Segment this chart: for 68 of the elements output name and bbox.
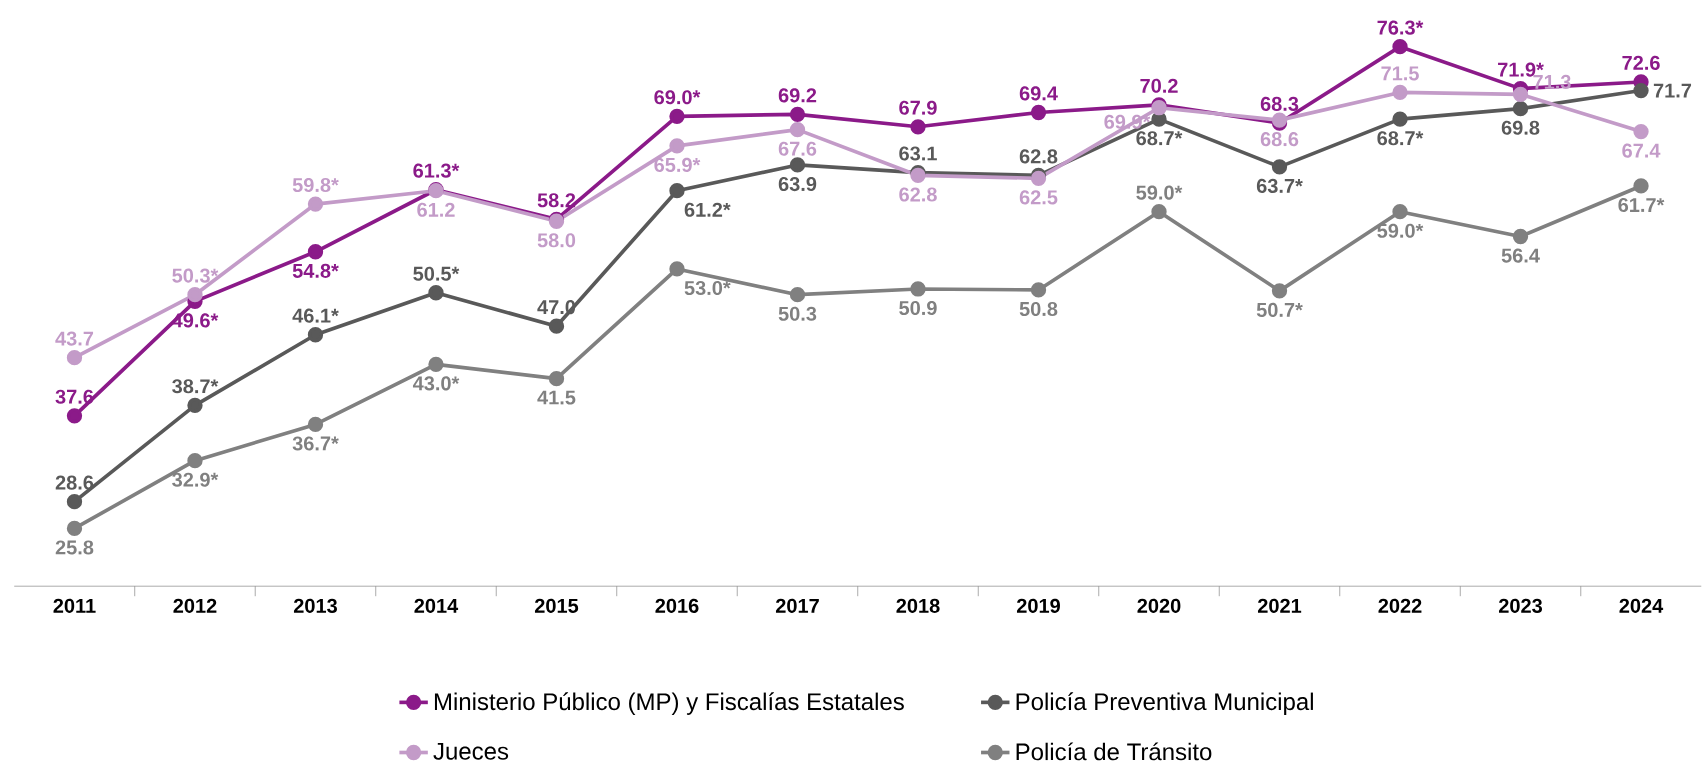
x-tick-label: 2020 [1137, 598, 1181, 613]
data-label: 53.0* [684, 280, 731, 296]
data-label: 68.3 [1260, 96, 1299, 111]
legend-label: Jueces [433, 743, 509, 760]
data-label: 68.7* [1136, 131, 1183, 146]
data-label: 61.3* [413, 163, 460, 178]
data-label: 63.9 [778, 176, 817, 192]
data-label: 50.3* [172, 268, 219, 283]
data-label: 50.8 [1019, 301, 1058, 317]
x-tick-label: 2011 [53, 598, 96, 613]
data-label: 61.2* [684, 202, 731, 217]
legend-label: Ministerio Público (MP) y Fiscalías Estatales [434, 692, 904, 715]
data-label: 58.2 [537, 193, 576, 208]
data-label: 63.7* [1256, 178, 1303, 194]
data-label: 63.1 [899, 146, 937, 161]
legend-label: Policía Preventiva Municipal [1016, 692, 1313, 715]
x-tick-label: 2017 [775, 598, 819, 613]
data-label: 36.7* [292, 436, 339, 451]
data-label: 43.7 [55, 331, 94, 346]
data-label: 71.7 [1653, 83, 1692, 98]
data-label: 69.8 [1501, 120, 1540, 135]
data-label: 41.5 [537, 390, 576, 405]
data-label: 32.9* [172, 472, 219, 487]
data-label: 69.0* [654, 90, 701, 105]
data-label: 61.7* [1618, 197, 1665, 213]
data-label: 58.0 [537, 233, 576, 248]
legend-label: Policía de Tránsito [1016, 742, 1212, 761]
data-label: 59.0* [1377, 223, 1424, 238]
x-tick-label: 2021 [1257, 598, 1302, 613]
data-label: 71.5 [1381, 66, 1419, 81]
data-label: 50.9 [899, 300, 937, 316]
x-tick-label: 2019 [1016, 598, 1060, 613]
data-label: 50.7* [1256, 302, 1303, 317]
x-tick-label: 2015 [534, 598, 579, 613]
x-tick-label: 2014 [414, 598, 459, 613]
x-tick-label: 2012 [173, 598, 217, 613]
data-label: 54.8* [292, 263, 339, 278]
x-tick-label: 2022 [1378, 598, 1422, 613]
data-label: 70.2 [1140, 78, 1178, 93]
data-label: 76.3* [1377, 20, 1424, 35]
data-label: 67.9 [899, 100, 937, 115]
data-label: 68.7* [1377, 131, 1424, 146]
data-label: 25.8 [55, 540, 94, 555]
data-label: 69.4 [1019, 86, 1058, 101]
x-tick-label: 2023 [1498, 598, 1543, 613]
data-label: 69.2 [778, 88, 817, 103]
data-label: 43.0* [412, 376, 460, 391]
x-tick-label: 2016 [655, 598, 699, 613]
data-label: 28.6 [55, 475, 94, 490]
data-label: 59.0* [1136, 185, 1183, 200]
data-label: 62.5 [1019, 190, 1058, 205]
data-label: 67.6 [778, 141, 817, 156]
data-label: 61.2 [417, 202, 455, 217]
data-label: 59.8* [292, 177, 339, 193]
data-label: 67.4 [1622, 143, 1661, 158]
x-tick-label: 2013 [293, 598, 337, 613]
data-label: 68.6 [1260, 132, 1299, 147]
data-label: 50.5* [413, 266, 460, 281]
data-label: 50.3 [778, 306, 817, 321]
data-label: 62.8 [1019, 149, 1058, 164]
data-label: 38.7* [172, 379, 219, 394]
x-tick-label: 2024 [1619, 598, 1664, 613]
x-tick-label: 2018 [896, 598, 940, 613]
data-label: 72.6 [1622, 55, 1660, 70]
data-label: 62.8 [899, 187, 937, 202]
data-label: 65.9* [654, 157, 701, 172]
data-label: 46.1* [292, 308, 339, 323]
data-label: 56.4 [1501, 248, 1540, 263]
